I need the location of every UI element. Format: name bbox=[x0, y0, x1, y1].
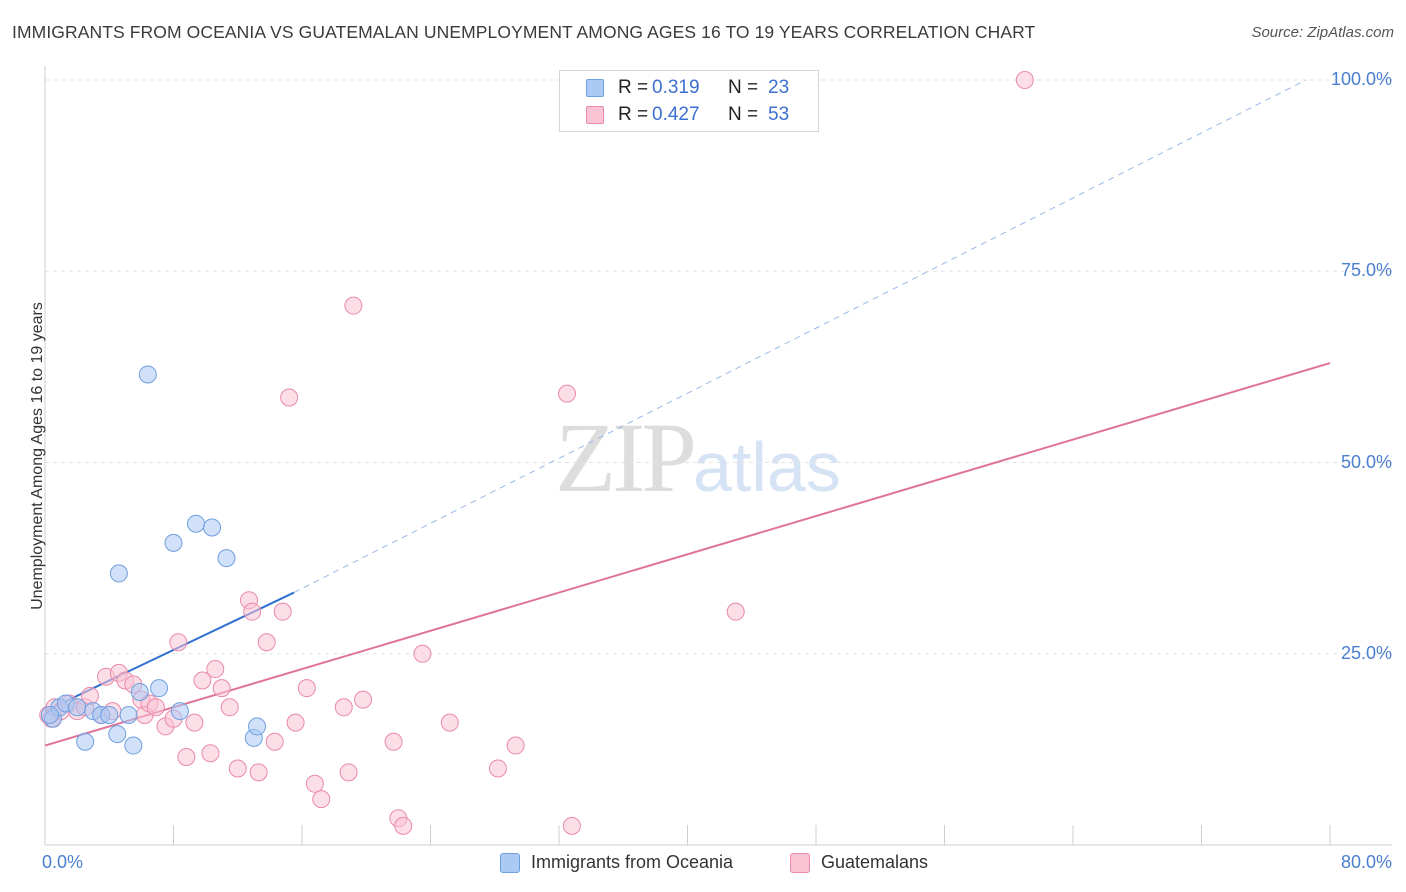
r-label: R = bbox=[618, 104, 649, 125]
gridlines bbox=[45, 79, 1392, 655]
series-legend: Immigrants from Oceania Guatemalans bbox=[0, 851, 1406, 877]
oceania-point bbox=[124, 736, 143, 755]
oceania-point bbox=[138, 365, 157, 384]
guatemalans-legend-swatch bbox=[790, 852, 810, 873]
y-axis-label: Unemployment Among Ages 16 to 19 years bbox=[29, 302, 46, 610]
source-credit: Source: ZipAtlas.com bbox=[1251, 24, 1394, 41]
guatemalan-point bbox=[394, 816, 413, 835]
guatemalan-point bbox=[177, 748, 196, 767]
legend-row-oceania: R = 0.319 N = 23 bbox=[586, 76, 789, 100]
data-points bbox=[39, 71, 1034, 835]
oceania-point bbox=[76, 732, 95, 751]
oceania-point bbox=[100, 705, 119, 724]
r-value: 0.427 bbox=[652, 104, 700, 125]
guatemalan-point bbox=[413, 644, 432, 663]
n-value: 53 bbox=[768, 104, 790, 125]
guatemalan-point bbox=[193, 671, 212, 690]
guatemalan-point bbox=[344, 296, 363, 315]
y-tick-label: 25.0% bbox=[1340, 642, 1392, 663]
r-value: 0.319 bbox=[652, 77, 700, 98]
legend-row-guatemalans: R = 0.427 N = 53 bbox=[586, 103, 789, 127]
axes bbox=[44, 66, 1392, 846]
guatemalan-point bbox=[280, 388, 299, 407]
n-label: N = bbox=[728, 104, 759, 125]
guatemalan-point bbox=[220, 698, 239, 717]
guatemalan-point bbox=[726, 602, 745, 621]
oceania-point bbox=[40, 705, 59, 724]
n-label: N = bbox=[728, 77, 759, 98]
legend-item-oceania[interactable]: Immigrants from Oceania bbox=[500, 852, 733, 873]
x-tick-label: 80.0% bbox=[1340, 852, 1392, 872]
guatemalan-point bbox=[506, 736, 525, 755]
guatemalan-point bbox=[169, 633, 188, 652]
guatemalan-point bbox=[1015, 71, 1034, 89]
y-tick-label: 100.0% bbox=[1330, 69, 1392, 89]
oceania-point bbox=[170, 702, 189, 721]
legend-item-guatemalans[interactable]: Guatemalans bbox=[790, 852, 928, 873]
guatemalan-point bbox=[146, 698, 165, 717]
guatemalan-point bbox=[384, 732, 403, 751]
guatemalan-point bbox=[243, 602, 262, 621]
watermark-zip: ZIP bbox=[555, 402, 697, 513]
trend-lines bbox=[44, 79, 1331, 747]
trend-line-guatemalans bbox=[44, 362, 1331, 747]
n-value: 23 bbox=[768, 77, 790, 98]
r-label: R = bbox=[618, 77, 649, 98]
legend-label: Guatemalans bbox=[821, 852, 929, 872]
guatemalan-point bbox=[558, 384, 577, 403]
oceania-point bbox=[150, 679, 169, 698]
guatemalan-point bbox=[334, 698, 353, 717]
watermark-atlas: atlas bbox=[693, 428, 841, 506]
guatemalan-point bbox=[273, 602, 292, 621]
zipatlas-watermark: ZIPatlas bbox=[555, 400, 841, 515]
oceania-point bbox=[68, 698, 87, 717]
trend-extension-oceania bbox=[293, 79, 1307, 593]
oceania-legend-swatch bbox=[500, 852, 520, 873]
guatemalan-point bbox=[228, 759, 247, 778]
oceania-swatch bbox=[586, 79, 604, 97]
chart-title: IMMIGRANTS FROM OCEANIA VS GUATEMALAN UN… bbox=[12, 22, 1036, 42]
guatemalan-point bbox=[440, 713, 459, 732]
oceania-point bbox=[164, 533, 183, 552]
guatemalan-point bbox=[257, 633, 276, 652]
oceania-point bbox=[248, 717, 267, 736]
guatemalan-point bbox=[249, 763, 268, 782]
guatemalan-point bbox=[212, 679, 231, 698]
guatemalan-point bbox=[185, 713, 204, 732]
y-tick-label: 75.0% bbox=[1340, 260, 1392, 281]
x-tick-label: 0.0% bbox=[42, 852, 84, 872]
guatemalans-swatch bbox=[586, 106, 604, 124]
oceania-point bbox=[217, 549, 236, 568]
guatemalan-point bbox=[339, 763, 358, 782]
oceania-point bbox=[186, 514, 205, 533]
oceania-point bbox=[119, 705, 138, 724]
guatemalan-point bbox=[354, 690, 373, 709]
oceania-point bbox=[130, 683, 149, 701]
oceania-point bbox=[108, 725, 127, 744]
guatemalan-point bbox=[265, 732, 284, 751]
guatemalan-point bbox=[305, 774, 324, 793]
oceania-point bbox=[109, 564, 128, 583]
legend-label: Immigrants from Oceania bbox=[531, 852, 734, 872]
correlation-legend: R = 0.319 N = 23 R = 0.427 N = 53 bbox=[559, 70, 819, 132]
y-tick-label: 50.0% bbox=[1340, 451, 1392, 472]
oceania-point bbox=[203, 518, 222, 537]
guatemalan-point bbox=[201, 744, 220, 763]
guatemalan-point bbox=[488, 759, 507, 778]
guatemalan-point bbox=[297, 679, 316, 698]
guatemalan-point bbox=[206, 660, 225, 679]
guatemalan-point bbox=[286, 713, 305, 732]
guatemalan-point bbox=[312, 790, 331, 809]
guatemalan-point bbox=[562, 816, 581, 835]
